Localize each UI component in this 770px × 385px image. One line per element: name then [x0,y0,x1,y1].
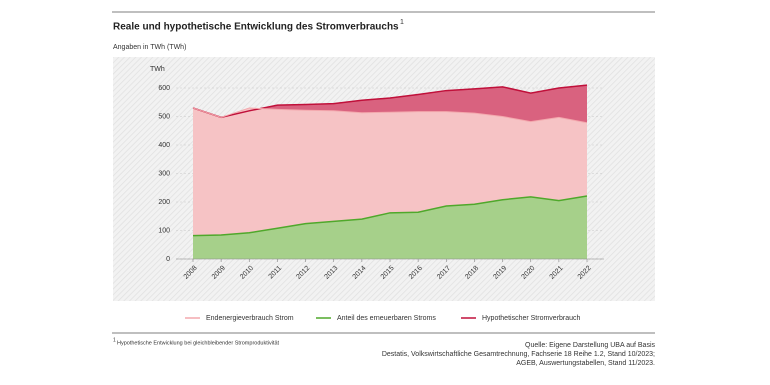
subtitle: Angaben in TWh (TWh) [113,44,186,51]
y-tick-label: 500 [158,113,170,120]
y-tick-label: 100 [158,227,170,234]
y-axis-label: TWh [150,66,165,73]
footnote-marker: 1 [113,337,116,343]
source-line: Quelle: Eigene Darstellung UBA auf Basis [525,342,655,349]
y-tick-label: 600 [158,85,170,92]
title-footnote-marker: 1 [400,19,404,26]
legend-label: Hypothetischer Stromverbrauch [482,315,581,322]
y-tick-label: 0 [166,256,170,263]
footnote: Hypothetische Entwicklung bei gleichblei… [117,340,280,346]
source-line: Destatis, Volkswirtschaftliche Gesamtrec… [382,351,655,358]
y-tick-label: 200 [158,199,170,206]
line [192,107,588,124]
line [192,195,588,237]
area [193,196,587,259]
y-tick-label: 300 [158,170,170,177]
legend-label: Endenergieverbrauch Strom [206,315,294,322]
chart-title: Reale und hypothetische Entwicklung des … [113,22,399,33]
source-line: AGEB, Auswertungstabellen, Stand 11/2023… [516,360,655,367]
legend-label: Anteil des erneuerbaren Stroms [337,315,436,322]
y-tick-label: 400 [158,142,170,149]
